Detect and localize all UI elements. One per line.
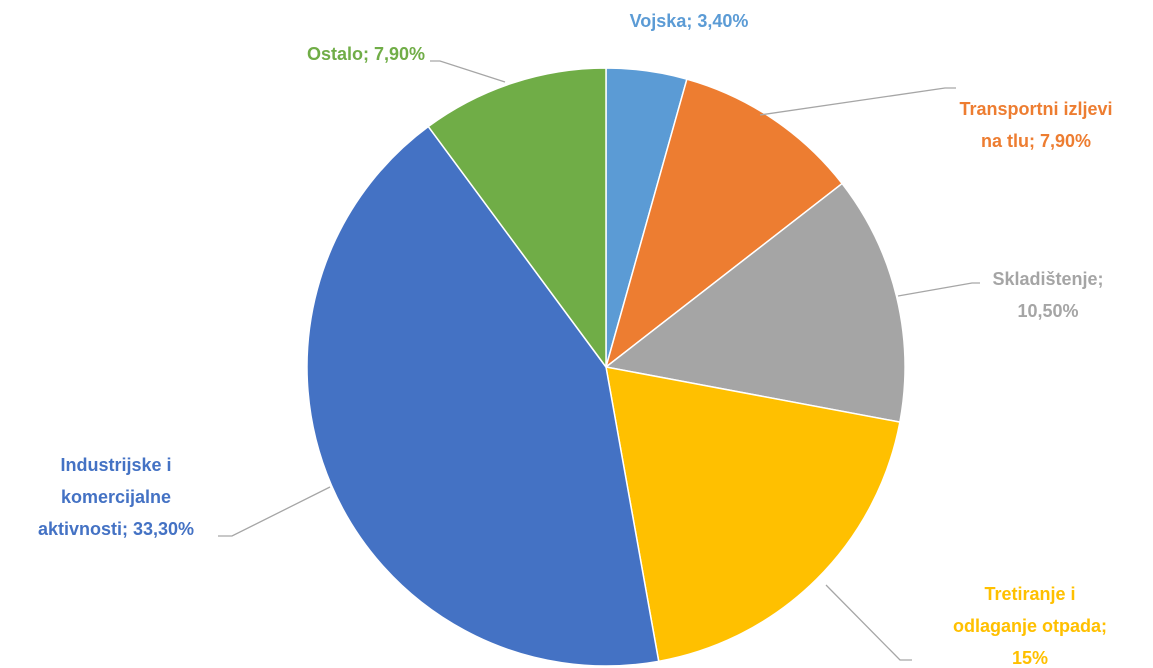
pie-slice	[605, 366, 901, 663]
data-label: Skladištenje; 10,50%	[992, 269, 1103, 321]
data-label: Industrijske i komercijalne aktivnosti; 33…	[38, 455, 194, 539]
pie-slice	[604, 78, 844, 369]
data-label: Tretiranje i odlaganje otpada; 15%	[953, 584, 1107, 668]
data-label: Vojska; 3,40%	[630, 11, 749, 31]
leader-line	[759, 87, 956, 116]
pie-slice	[427, 67, 607, 370]
leader-line	[825, 584, 912, 661]
leader-line	[897, 282, 980, 297]
leader-line	[430, 60, 506, 83]
data-label: Ostalo; 7,90%	[307, 44, 425, 64]
pie-slice	[604, 182, 906, 423]
leader-line	[218, 486, 331, 537]
pie-slice	[306, 125, 660, 667]
data-label: Transportni izljevi na tlu; 7,90%	[959, 99, 1112, 151]
